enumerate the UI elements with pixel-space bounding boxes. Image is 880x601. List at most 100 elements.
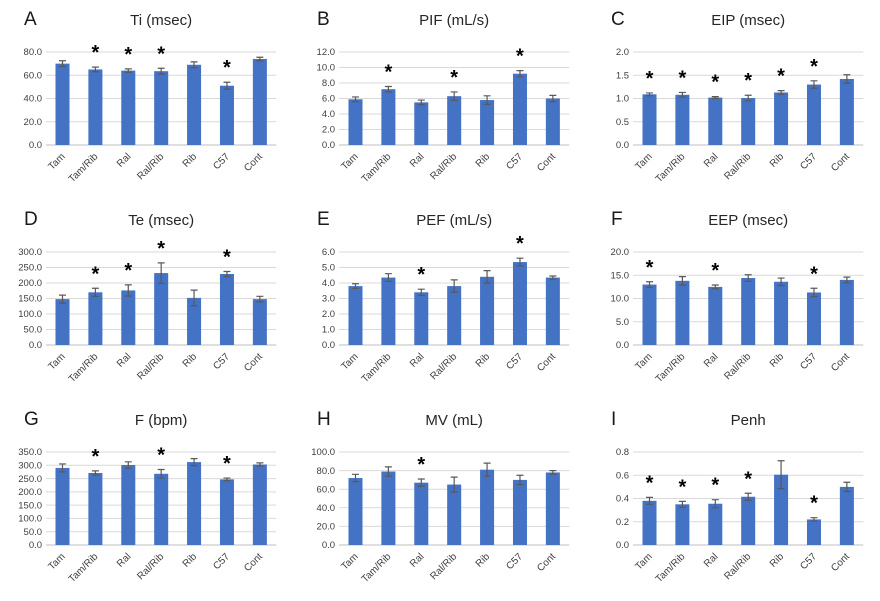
x-tick-label: Tam/Rib xyxy=(67,551,101,585)
x-tick-label: Ral xyxy=(115,151,133,169)
y-tick-label: 1.5 xyxy=(615,70,628,81)
y-tick-label: 250.0 xyxy=(18,474,42,485)
x-tick-label: Ral/Rib xyxy=(429,351,460,382)
y-tick-label: 40.0 xyxy=(317,503,336,514)
error-bar-Tam-Rib xyxy=(678,91,686,98)
error-bar-Tam-Rib xyxy=(385,466,393,477)
bar-Tam xyxy=(348,286,363,345)
bar-C57 xyxy=(513,73,528,145)
x-tick-label: Tam xyxy=(340,351,361,372)
error-bar-Ral-Rib xyxy=(451,91,459,102)
significance-asterisk: * xyxy=(223,453,231,475)
significance-asterisk: * xyxy=(124,44,132,66)
x-tick-label: Cont xyxy=(829,151,852,174)
bar-Tam-Rib xyxy=(88,69,103,145)
error-bar-Ral-Rib xyxy=(744,94,752,102)
error-bar-Rib xyxy=(483,462,491,477)
x-tick-label: Rib xyxy=(767,151,786,170)
x-tick-label: Tam xyxy=(340,551,361,572)
bar-Rib xyxy=(480,469,495,545)
error-bar-Ral-Rib xyxy=(451,476,459,493)
error-bar-Tam xyxy=(352,283,360,290)
bar-Ral xyxy=(707,503,722,545)
y-tick-label: 20.0 xyxy=(317,522,336,533)
x-tick-label: Rib xyxy=(181,151,200,170)
x-tick-label: C57 xyxy=(505,151,526,172)
significance-asterisk: * xyxy=(91,42,99,64)
error-bar-Rib xyxy=(777,277,785,287)
panel-letter: H xyxy=(317,409,331,430)
error-bar-Ral xyxy=(711,284,719,290)
x-tick-label: Tam/Rib xyxy=(360,151,394,185)
significance-asterisk: * xyxy=(91,446,99,468)
bar-Ral xyxy=(707,97,722,145)
error-bar-C57 xyxy=(810,517,818,522)
x-tick-label: Tam xyxy=(633,351,654,372)
significance-asterisk: * xyxy=(678,67,686,89)
y-tick-label: 0.6 xyxy=(615,470,628,481)
bar-Cont xyxy=(546,472,561,545)
bar-Cont xyxy=(546,98,561,145)
x-tick-label: Rib xyxy=(181,551,200,570)
error-bar-C57 xyxy=(223,81,231,90)
significance-asterisk: * xyxy=(810,493,818,515)
y-tick-label: 0.0 xyxy=(615,340,628,351)
error-bar-Tam xyxy=(352,96,360,103)
error-bar-Ral-Rib xyxy=(451,279,459,293)
bar-Tam-Rib xyxy=(381,89,396,145)
error-bar-Ral-Rib xyxy=(744,274,752,282)
x-tick-label: Ral/Rib xyxy=(722,551,753,582)
bar-Ral xyxy=(707,286,722,345)
bar-Rib xyxy=(773,92,788,145)
bar-Ral xyxy=(414,482,429,545)
bar-Cont xyxy=(252,299,267,345)
error-bar-Tam-Rib xyxy=(678,500,686,508)
significance-asterisk: * xyxy=(91,263,99,285)
x-tick-label: Cont xyxy=(536,551,559,574)
y-tick-label: 60.0 xyxy=(24,70,43,81)
error-bar-Ral-Rib xyxy=(744,492,752,501)
panel-letter: C xyxy=(611,9,625,30)
x-tick-label: C57 xyxy=(798,551,819,572)
error-bar-Ral-Rib xyxy=(157,262,165,284)
y-tick-label: 40.0 xyxy=(24,94,43,105)
panel-letter: A xyxy=(24,9,37,30)
bar-Ral-Rib xyxy=(447,286,462,345)
significance-asterisk: * xyxy=(744,468,752,490)
y-tick-label: 10.0 xyxy=(317,63,336,74)
significance-asterisk: * xyxy=(645,257,653,279)
significance-asterisk: * xyxy=(418,454,426,476)
significance-asterisk: * xyxy=(810,263,818,285)
bar-Ral-Rib xyxy=(740,98,755,145)
x-tick-label: C57 xyxy=(505,551,526,572)
x-tick-label: C57 xyxy=(211,551,232,572)
bar-C57 xyxy=(806,519,821,545)
x-tick-label: Rib xyxy=(767,551,786,570)
bar-C57 xyxy=(219,479,234,545)
error-bar-C57 xyxy=(810,80,818,89)
y-tick-label: 100.0 xyxy=(18,309,42,320)
y-tick-label: 15.0 xyxy=(610,270,629,281)
significance-asterisk: * xyxy=(678,476,686,498)
x-tick-label: Ral/Rib xyxy=(722,351,753,382)
significance-asterisk: * xyxy=(157,238,165,260)
error-bar-Tam xyxy=(58,60,67,68)
y-tick-label: 0.0 xyxy=(322,340,335,351)
y-tick-label: 2.0 xyxy=(322,309,335,320)
error-bar-Rib xyxy=(190,458,198,467)
significance-asterisk: * xyxy=(516,46,524,68)
panel-letter: D xyxy=(24,209,38,230)
chart-canvas-D: 0.0 50.0 100.0 150.0 200.0 250.0 300.0 Tam * Tam/… xyxy=(18,209,277,385)
y-tick-label: 100.0 xyxy=(312,447,336,458)
y-tick-label: 6.0 xyxy=(322,94,335,105)
x-tick-label: Ral xyxy=(115,351,133,369)
chart-panel-H: 0.0 20.0 40.0 60.0 80.0 100.0 Tam Tam/Rib * Ral Ra… xyxy=(293,400,586,600)
y-tick-label: 20.0 xyxy=(610,247,629,258)
chart-title: EEP (msec) xyxy=(708,212,788,229)
x-tick-label: Rib xyxy=(474,151,493,170)
y-tick-label: 2.0 xyxy=(322,125,335,136)
bar-Tam-Rib xyxy=(381,471,396,545)
error-bar-Rib xyxy=(777,460,785,490)
y-tick-label: 12.0 xyxy=(317,47,336,58)
bar-Rib xyxy=(480,276,495,345)
